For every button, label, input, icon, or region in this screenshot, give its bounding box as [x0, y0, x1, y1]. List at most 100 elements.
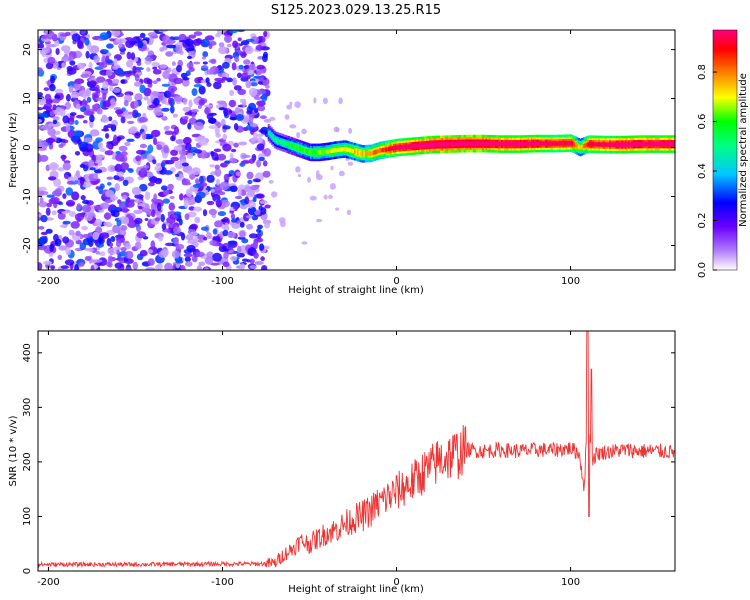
signal-cell — [612, 142, 615, 147]
noise-blob — [231, 218, 238, 223]
x-tick-label: -100 — [211, 577, 234, 588]
signal-cell — [490, 141, 493, 146]
colorbar-tick-label: 0.4 — [697, 163, 708, 179]
noise-blob — [161, 223, 167, 230]
signal-cell — [657, 141, 660, 147]
noise-blob — [57, 254, 63, 260]
noise-blob — [147, 144, 154, 154]
noise-blob — [243, 65, 250, 69]
signal-cell — [607, 142, 610, 147]
signal-cell — [339, 147, 342, 152]
noise-blob — [103, 222, 108, 226]
noise-blob — [173, 236, 180, 246]
signal-cell — [302, 147, 305, 153]
noise-blob — [52, 104, 57, 111]
signal-cell — [269, 132, 272, 137]
noise-blob — [112, 87, 121, 93]
signal-cell — [319, 150, 322, 155]
noise-blob — [82, 199, 90, 205]
noise-blob — [89, 45, 100, 54]
noise-blob — [148, 104, 158, 109]
noise-blob — [328, 194, 333, 199]
snr-plot-area — [38, 331, 675, 569]
signal-cell — [602, 142, 605, 147]
noise-blob — [122, 216, 130, 225]
noise-blob — [89, 129, 100, 137]
noise-blob — [54, 238, 62, 247]
noise-blob — [264, 221, 271, 229]
noise-blob — [101, 116, 110, 123]
noise-blob — [245, 215, 255, 219]
signal-cell — [350, 148, 353, 153]
noise-blob — [197, 105, 202, 109]
snr-x-axis: -200 -100 0 100 — [37, 331, 580, 588]
noise-blob — [196, 265, 202, 270]
noise-blob — [193, 31, 203, 36]
noise-blob — [189, 146, 198, 151]
signal-cell — [465, 141, 468, 146]
noise-blob — [79, 176, 85, 186]
noise-blob — [74, 264, 80, 270]
noise-blob — [80, 106, 87, 113]
noise-blob — [221, 76, 228, 81]
noise-blob — [268, 180, 274, 184]
noise-blob — [217, 80, 226, 83]
signal-cell — [562, 141, 565, 146]
noise-blob — [82, 204, 92, 213]
noise-blob — [113, 58, 118, 67]
noise-blob — [147, 249, 154, 254]
noise-blob — [169, 195, 175, 200]
noise-blob — [151, 129, 161, 138]
noise-blob — [247, 179, 253, 185]
signal-cell — [639, 142, 641, 147]
noise-blob — [163, 189, 170, 196]
noise-blob — [112, 65, 119, 70]
noise-blob — [202, 51, 209, 58]
noise-blob — [250, 207, 257, 213]
noise-blob — [206, 200, 215, 206]
noise-blob — [263, 148, 272, 157]
noise-blob — [140, 167, 148, 175]
noise-blob — [38, 119, 43, 123]
signal-cell — [523, 141, 526, 147]
noise-blob — [200, 226, 209, 231]
signal-cell — [617, 142, 619, 147]
signal-cell — [289, 143, 292, 148]
noise-blob — [69, 211, 76, 217]
noise-blob — [220, 199, 231, 208]
noise-blob — [86, 96, 92, 103]
noise-blob — [95, 186, 101, 190]
noise-blob — [104, 150, 114, 156]
noise-blob — [229, 116, 238, 121]
signal-cell — [385, 147, 388, 152]
noise-blob — [348, 127, 353, 134]
noise-blob — [218, 46, 228, 55]
noise-blob — [205, 77, 210, 84]
x-tick-label: -100 — [211, 276, 234, 287]
noise-blob — [208, 125, 218, 129]
noise-blob — [54, 94, 61, 100]
noise-blob — [191, 254, 198, 263]
noise-blob — [145, 267, 156, 270]
signal-cell — [353, 149, 356, 154]
noise-blob — [195, 251, 205, 257]
signal-cell — [557, 141, 560, 146]
signal-cell — [637, 142, 640, 147]
signal-cell — [278, 139, 281, 144]
noise-blob — [106, 59, 113, 64]
noise-blob — [194, 216, 201, 224]
noise-blob — [240, 40, 250, 46]
noise-blob — [85, 143, 94, 153]
signal-cell — [610, 142, 613, 147]
noise-blob — [166, 39, 176, 44]
noise-blob — [195, 178, 200, 185]
noise-blob — [214, 126, 220, 136]
noise-blob — [82, 238, 92, 246]
signal-cell — [487, 141, 489, 146]
signal-cell — [499, 141, 502, 147]
spectrogram-x-axis: -200 -100 0 100 — [37, 30, 580, 287]
noise-blob — [166, 44, 176, 49]
noise-blob — [38, 226, 45, 230]
signal-cell — [624, 142, 627, 147]
noise-blob — [138, 117, 148, 123]
